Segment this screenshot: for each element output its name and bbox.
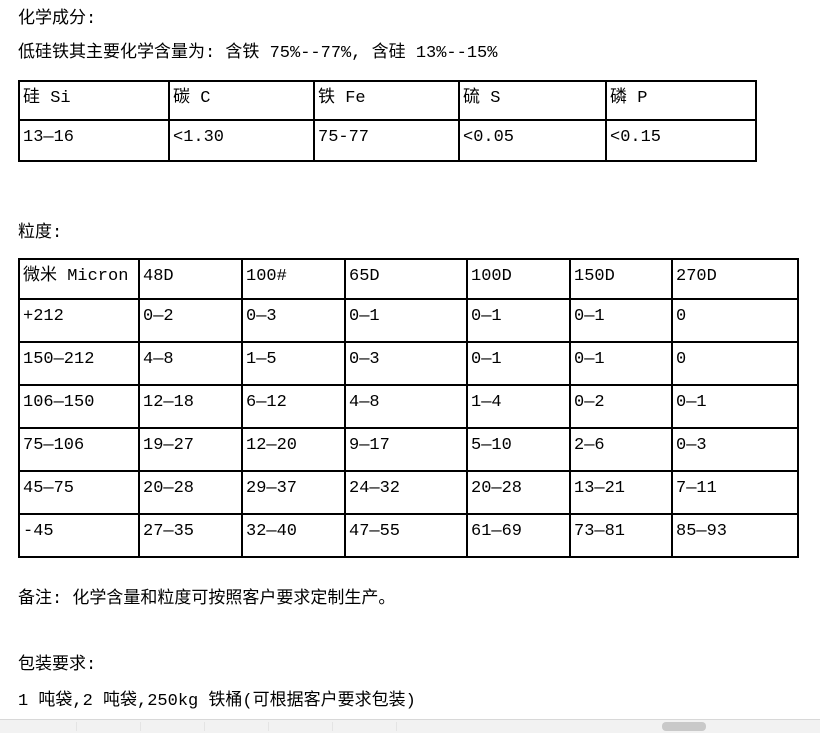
size-value-cell: 45—75 <box>18 470 140 515</box>
size-value-cell: 6—12 <box>241 384 346 429</box>
size-value-cell: 0—1 <box>344 298 468 343</box>
size-value-cell: 24—32 <box>344 470 468 515</box>
size-value-cell: 4—8 <box>344 384 468 429</box>
table-row: 13—16 <1.30 75-77 <0.05 <0.15 <box>18 119 757 162</box>
size-header-cell: 270D <box>671 258 799 300</box>
chem-value-cell: 75-77 <box>313 119 460 162</box>
table-row: +212 0—2 0—3 0—1 0—1 0—1 0 <box>18 298 799 343</box>
size-value-cell: 19—27 <box>138 427 243 472</box>
chem-value-cell: <0.05 <box>458 119 607 162</box>
size-value-cell: 0—3 <box>241 298 346 343</box>
size-value-cell: 20—28 <box>138 470 243 515</box>
size-value-cell: 0—3 <box>344 341 468 386</box>
scrollbar-thumb[interactable] <box>662 722 706 731</box>
size-value-cell: 20—28 <box>466 470 571 515</box>
particle-size-table: 微米 Micron 48D 100# 65D 100D 150D 270D +212 0—2 0… <box>18 258 799 558</box>
size-value-cell: 32—40 <box>241 513 346 558</box>
size-value-cell: 75—106 <box>18 427 140 472</box>
size-value-cell: 0—1 <box>466 341 571 386</box>
size-header-cell: 65D <box>344 258 468 300</box>
scrollbar-divider <box>204 722 205 731</box>
size-header-row: 微米 Micron 48D 100# 65D 100D 150D 270D <box>18 258 799 300</box>
table-row: 45—75 20—28 29—37 24—32 20—28 13—21 7—11 <box>18 470 799 515</box>
chem-header-cell: 碳 C <box>168 80 315 121</box>
size-value-cell: 1—4 <box>466 384 571 429</box>
size-value-cell: 47—55 <box>344 513 468 558</box>
size-header-cell: 微米 Micron <box>18 258 140 300</box>
size-value-cell: 7—11 <box>671 470 799 515</box>
table-row: -45 27—35 32—40 47—55 61—69 73—81 85—93 <box>18 513 799 558</box>
size-value-cell: 0—2 <box>138 298 243 343</box>
size-value-cell: 106—150 <box>18 384 140 429</box>
size-value-cell: 73—81 <box>569 513 673 558</box>
horizontal-scrollbar[interactable] <box>0 719 820 733</box>
size-value-cell: 85—93 <box>671 513 799 558</box>
size-value-cell: 13—21 <box>569 470 673 515</box>
table-row: 75—106 19—27 12—20 9—17 5—10 2—6 0—3 <box>18 427 799 472</box>
scrollbar-divider <box>268 722 269 731</box>
table-row: 150—212 4—8 1—5 0—3 0—1 0—1 0 <box>18 341 799 386</box>
table-row: 106—150 12—18 6—12 4—8 1—4 0—2 0—1 <box>18 384 799 429</box>
size-header-cell: 48D <box>138 258 243 300</box>
size-value-cell: 12—20 <box>241 427 346 472</box>
size-value-cell: +212 <box>18 298 140 343</box>
chemistry-section-title: 化学成分: <box>18 10 97 29</box>
size-value-cell: 0 <box>671 298 799 343</box>
size-header-cell: 100# <box>241 258 346 300</box>
document-page: 化学成分: 低硅铁其主要化学含量为: 含铁 75%--77%, 含硅 13%--… <box>18 10 799 711</box>
scrollbar-divider <box>76 722 77 731</box>
scrollbar-divider <box>396 722 397 731</box>
size-value-cell: 61—69 <box>466 513 571 558</box>
size-value-cell: 9—17 <box>344 427 468 472</box>
chem-header-cell: 磷 P <box>605 80 757 121</box>
scrollbar-divider <box>140 722 141 731</box>
granularity-section-title: 粒度: <box>18 224 63 243</box>
size-header-cell: 150D <box>569 258 673 300</box>
chemistry-intro-text: 低硅铁其主要化学含量为: 含铁 75%--77%, 含硅 13%--15% <box>18 44 498 63</box>
size-value-cell: 1—5 <box>241 341 346 386</box>
size-value-cell: 0—1 <box>671 384 799 429</box>
size-value-cell: 0—1 <box>569 341 673 386</box>
packaging-detail-text: 1 吨袋,2 吨袋,250kg 铁桶(可根据客户要求包装) <box>18 692 416 711</box>
size-value-cell: 29—37 <box>241 470 346 515</box>
size-value-cell: 4—8 <box>138 341 243 386</box>
size-value-cell: 0—1 <box>569 298 673 343</box>
size-value-cell: 0—3 <box>671 427 799 472</box>
chem-header-cell: 铁 Fe <box>313 80 460 121</box>
chem-header-cell: 硫 S <box>458 80 607 121</box>
chem-value-cell: 13—16 <box>18 119 170 162</box>
size-value-cell: 2—6 <box>569 427 673 472</box>
scrollbar-divider <box>332 722 333 731</box>
size-value-cell: 0 <box>671 341 799 386</box>
size-value-cell: -45 <box>18 513 140 558</box>
note-text: 备注: 化学含量和粒度可按照客户要求定制生产。 <box>18 590 396 609</box>
size-header-cell: 100D <box>466 258 571 300</box>
size-value-cell: 0—2 <box>569 384 673 429</box>
chem-value-cell: <0.15 <box>605 119 757 162</box>
chem-header-cell: 硅 Si <box>18 80 170 121</box>
size-value-cell: 0—1 <box>466 298 571 343</box>
packaging-section-title: 包装要求: <box>18 656 97 675</box>
chem-value-cell: <1.30 <box>168 119 315 162</box>
size-value-cell: 27—35 <box>138 513 243 558</box>
size-value-cell: 5—10 <box>466 427 571 472</box>
size-value-cell: 150—212 <box>18 341 140 386</box>
size-value-cell: 12—18 <box>138 384 243 429</box>
